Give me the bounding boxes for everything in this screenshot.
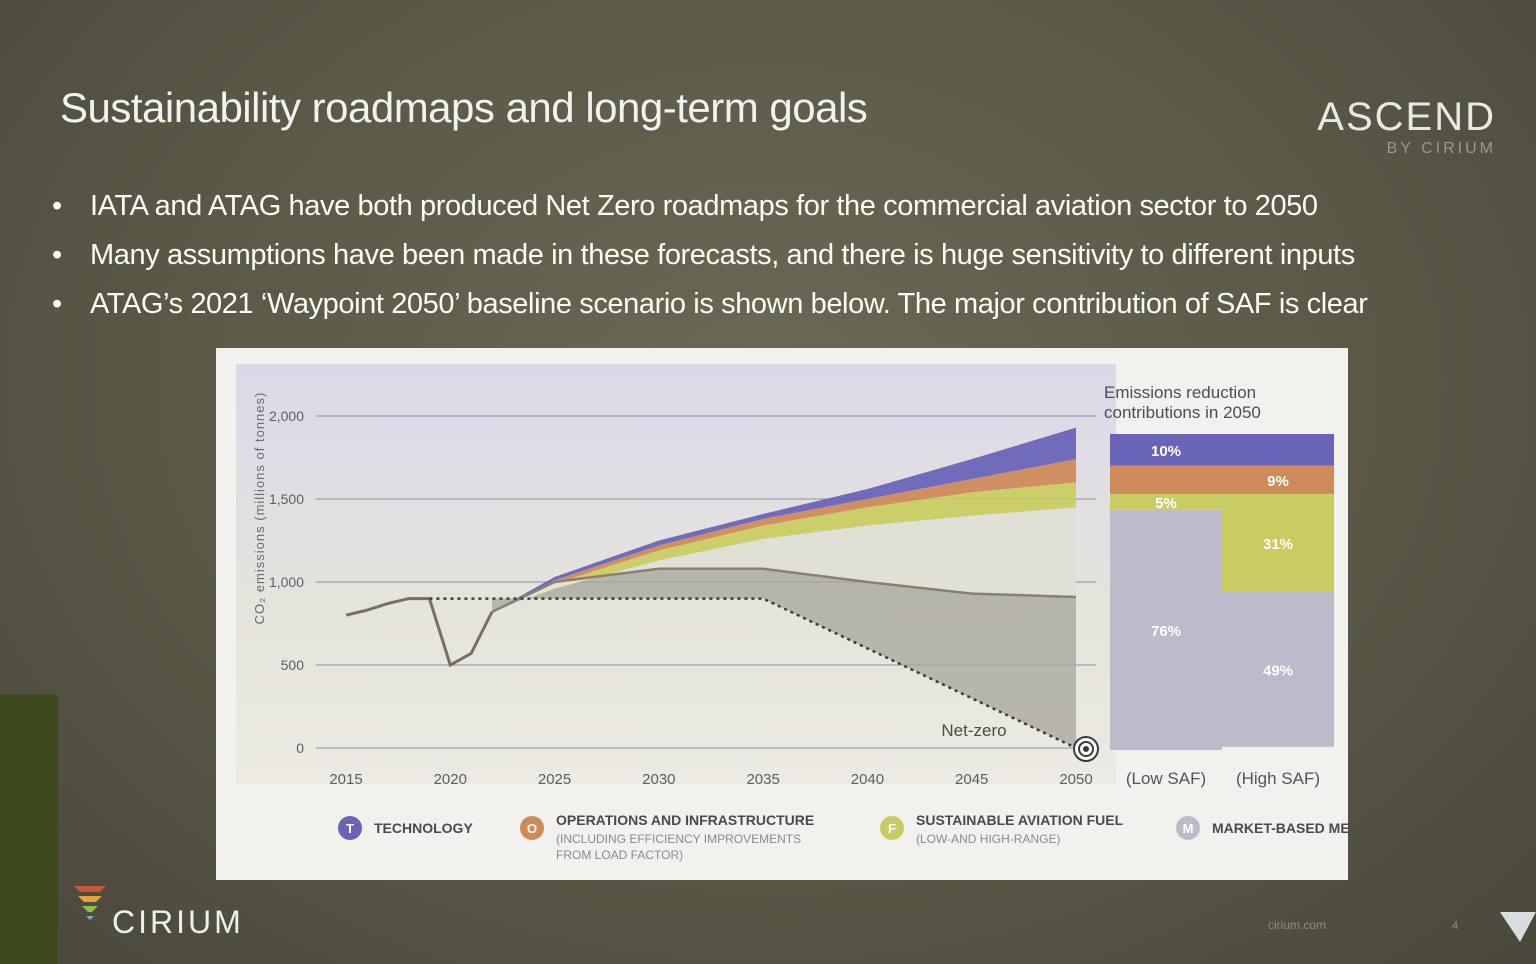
y-tick-label: 0 xyxy=(296,740,304,756)
emissions-no-mbm-line xyxy=(491,567,1077,614)
slide-title: Sustainability roadmaps and long-term go… xyxy=(60,84,868,131)
operations-segment xyxy=(1222,465,1334,495)
bar-category-label: (High SAF) xyxy=(1236,769,1320,788)
operations-band xyxy=(492,459,1076,612)
legend-label: TECHNOLOGY xyxy=(374,820,473,836)
legend-badge-letter: F xyxy=(888,821,896,836)
bullet-text: IATA and ATAG have both produced Net Zer… xyxy=(90,190,1318,222)
x-tick-label: 2015 xyxy=(329,771,362,788)
technology-segment xyxy=(1110,434,1222,466)
legend-sublabel: (INCLUDING EFFICIENCY IMPROVEMENTS FROM L… xyxy=(556,832,801,862)
x-tick-label: 2045 xyxy=(955,771,988,788)
bar-data-label: 9% xyxy=(1267,473,1289,490)
legend-badge-icon xyxy=(880,816,904,840)
bullet-list: • IATA and ATAG have both produced Net Ze… xyxy=(52,182,1368,329)
bullet-text: ATAG’s 2021 ‘Waypoint 2050’ baseline sce… xyxy=(90,288,1368,320)
bar-data-label: 76% xyxy=(1151,623,1181,640)
line-series xyxy=(345,567,1077,750)
legend-badge-icon xyxy=(520,816,544,840)
bullet-dot-icon: • xyxy=(52,190,62,222)
legend-item: T TECHNOLOGY xyxy=(338,816,473,840)
market-based-upper-band xyxy=(492,507,1076,612)
cirium-wordmark: CIRIUM xyxy=(112,904,244,940)
page-number: 4 xyxy=(1452,920,1459,932)
net-zero-annotation: Net-zero xyxy=(941,721,1006,740)
cirium-mark-icon xyxy=(74,886,106,920)
saf-segment xyxy=(1110,494,1222,510)
bullet-item: • ATAG’s 2021 ‘Waypoint 2050’ baseline sc… xyxy=(52,280,1368,329)
bar-chart-title: Emissions reduction contributions in 205… xyxy=(1104,383,1261,422)
actual-emissions-line xyxy=(345,597,494,668)
x-tick-label: 2050 xyxy=(1059,771,1092,788)
legend-badge-letter: T xyxy=(346,821,354,836)
legend-badge-icon xyxy=(338,816,362,840)
y-tick-labels: 0 500 1,000 1,500 2,000 xyxy=(269,408,304,756)
y-tick-label: 2,000 xyxy=(269,408,304,424)
legend-item: O OPERATIONS AND INFRASTRUCTURE (INCLUDING… xyxy=(520,812,814,862)
bullet-item: • IATA and ATAG have both produced Net Ze… xyxy=(52,182,1368,231)
bar-category-labels: (Low SAF) (High SAF) xyxy=(1126,769,1320,788)
area-series xyxy=(492,427,1076,748)
brand-sub: BY CIRIUM xyxy=(1386,140,1496,157)
x-tick-label: 2020 xyxy=(434,771,467,788)
legend-item: F SUSTAINABLE AVIATION FUEL (LOW-AND HIGH-… xyxy=(880,812,1124,846)
bar-data-label: 10% xyxy=(1151,443,1181,460)
saf-segment xyxy=(1222,494,1334,592)
legend-label: MARKET-BASED MEASURE xyxy=(1212,820,1348,836)
legend-sublabel-line: FROM LOAD FACTOR) xyxy=(556,848,683,862)
footer-url: cirium.com xyxy=(1268,918,1327,932)
bar-data-label: 31% xyxy=(1263,536,1293,553)
bullet-dot-icon: • xyxy=(52,288,62,320)
chart-panel: 0 500 1,000 1,500 2,000 2015 2020 2025 2030 2035… xyxy=(216,348,1348,880)
x-tick-label: 2040 xyxy=(851,771,884,788)
y-tick-label: 500 xyxy=(281,657,305,673)
chart-svg: 0 500 1,000 1,500 2,000 2015 2020 2025 2030 2035… xyxy=(236,364,1348,862)
x-tick-label: 2030 xyxy=(642,771,675,788)
legend-sublabel: (LOW-AND HIGH-RANGE) xyxy=(916,832,1060,846)
market-based-segment xyxy=(1222,592,1334,747)
y-axis-label: CO₂ emissions (millions of tonnes) xyxy=(252,392,267,625)
x-tick-label: 2025 xyxy=(538,771,571,788)
bar-data-label: 5% xyxy=(1155,495,1177,512)
y-tick-label: 1,000 xyxy=(269,574,304,590)
legend-item: M MARKET-BASED MEASURE xyxy=(1176,816,1348,840)
bullet-dot-icon: • xyxy=(52,239,62,271)
legend-badge-icon xyxy=(1176,816,1200,840)
technology-segment xyxy=(1222,434,1334,466)
x-tick-labels: 2015 2020 2025 2030 2035 2040 2045 2050 xyxy=(329,771,1092,788)
target-icon xyxy=(1073,736,1099,762)
bar-data-label: 49% xyxy=(1263,662,1293,679)
y-tick-label: 1,500 xyxy=(269,491,304,507)
green-side-bar xyxy=(0,695,58,964)
legend-sublabel-line: (INCLUDING EFFICIENCY IMPROVEMENTS xyxy=(556,832,801,846)
ascend-logo: ASCEND BY CIRIUM xyxy=(1317,96,1496,158)
operations-segment xyxy=(1110,465,1222,495)
cirium-logo: CIRIUM xyxy=(70,880,270,940)
legend-label: SUSTAINABLE AVIATION FUEL xyxy=(916,812,1124,828)
legend-badge-letter: O xyxy=(527,821,537,836)
x-tick-label: 2035 xyxy=(746,771,779,788)
legend-label: OPERATIONS AND INFRASTRUCTURE xyxy=(556,812,814,828)
bar-category-label: (Low SAF) xyxy=(1126,769,1206,788)
stacked-contribution-bars: 10% 5% 76% 9% 31% 49% xyxy=(1110,434,1334,750)
legend-badge-letter: M xyxy=(1183,821,1194,836)
market-based-segment xyxy=(1110,509,1222,750)
bullet-item: • Many assumptions have been made in thes… xyxy=(52,231,1368,280)
brand-name: ASCEND xyxy=(1317,95,1496,139)
bullet-text: Many assumptions have been made in these… xyxy=(90,239,1355,271)
saf-band xyxy=(492,482,1076,612)
chart-legend: T TECHNOLOGY O OPERATIONS AND INFRASTRUCTUR… xyxy=(338,812,1348,862)
technology-band xyxy=(492,427,1076,612)
corner-triangle-icon xyxy=(1500,912,1536,942)
